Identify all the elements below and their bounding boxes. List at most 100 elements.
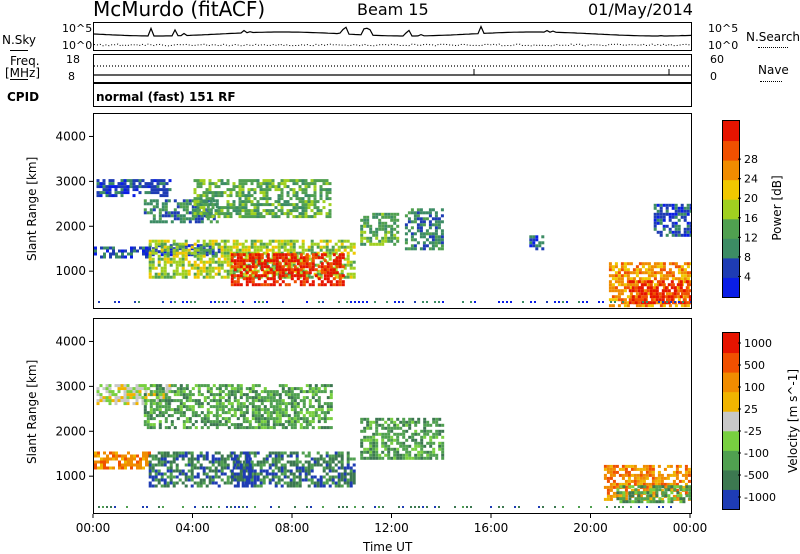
heat-cell — [136, 466, 139, 470]
heat-cell — [653, 221, 657, 225]
velocity-ylabel: Slant Range [km] — [25, 359, 39, 464]
heat-cell — [438, 447, 442, 451]
heat-cell — [313, 242, 317, 246]
heat-cell — [302, 405, 306, 409]
heat-cell — [644, 271, 648, 275]
heat-cell — [269, 396, 273, 400]
heat-cell — [253, 463, 257, 467]
heat-cell — [268, 472, 272, 476]
heat-cell — [387, 435, 391, 439]
heat-cell — [396, 423, 400, 427]
heat-cell — [158, 208, 162, 212]
heat-cell — [182, 420, 186, 424]
heat-cell — [148, 251, 152, 255]
heat-cell — [139, 463, 142, 467]
heat-cell — [271, 203, 275, 207]
heat-cell — [296, 259, 300, 263]
heat-cell — [352, 463, 356, 467]
heat-cell — [248, 423, 252, 427]
heat-cell — [179, 405, 183, 409]
heat-cell — [260, 256, 264, 260]
heat-cell — [247, 179, 251, 183]
heat-cell — [172, 251, 176, 255]
heat-cell — [292, 475, 296, 479]
heat-cell — [154, 266, 158, 270]
heat-cell — [404, 214, 408, 218]
heat-cell — [313, 215, 317, 219]
heat-cell — [236, 399, 240, 403]
heat-cell — [160, 451, 164, 455]
heat-cell — [634, 301, 638, 305]
heat-cell — [329, 396, 333, 400]
heat-cell — [126, 402, 130, 406]
heat-cell — [322, 469, 326, 473]
scatter-cell — [442, 301, 444, 303]
heat-cell — [304, 194, 308, 198]
heat-cell — [211, 239, 215, 243]
heat-cell — [146, 411, 150, 415]
heat-cell — [349, 469, 353, 473]
heat-cell — [316, 200, 320, 204]
colorbar-tick-label: 12 — [744, 231, 758, 244]
heat-cell — [287, 265, 291, 269]
heat-cell — [325, 472, 329, 476]
heat-cell — [606, 488, 610, 492]
heat-cell — [281, 274, 285, 278]
heat-cell — [369, 230, 373, 234]
heat-cell — [260, 414, 264, 418]
heat-cell — [215, 408, 219, 412]
heat-cell — [153, 191, 157, 195]
heat-cell — [102, 182, 106, 186]
heat-cell — [283, 475, 287, 479]
heat-cell — [103, 246, 106, 250]
velocity-region-1 — [143, 384, 333, 430]
heat-cell — [176, 417, 180, 421]
heat-cell — [649, 301, 653, 305]
heat-cell — [248, 396, 252, 400]
scatter-cell — [162, 301, 164, 303]
heat-cell — [656, 262, 660, 266]
heat-cell — [417, 417, 421, 421]
heat-cell — [199, 200, 203, 204]
heat-cell — [211, 275, 215, 279]
heat-cell — [214, 194, 218, 198]
heat-cell — [662, 277, 666, 281]
heat-cell — [205, 454, 209, 458]
heat-cell — [631, 491, 635, 495]
heat-cell — [233, 423, 237, 427]
heat-cell — [338, 259, 342, 263]
heat-cell — [366, 215, 370, 219]
heat-cell — [209, 399, 213, 403]
heat-cell — [346, 451, 350, 455]
heat-cell — [184, 484, 188, 488]
heat-cell — [307, 206, 311, 210]
heat-cell — [372, 432, 376, 436]
heat-cell — [289, 239, 293, 243]
heat-cell — [205, 272, 209, 276]
heat-cell — [217, 185, 221, 189]
heat-cell — [238, 179, 242, 183]
heat-cell — [337, 451, 341, 455]
heat-cell — [670, 298, 674, 302]
heat-cell — [313, 212, 317, 216]
heat-cell — [114, 396, 118, 400]
heat-cell — [410, 235, 414, 239]
heat-cell — [289, 481, 293, 485]
heat-cell — [247, 460, 251, 464]
heat-cell — [384, 426, 388, 430]
heat-cell — [366, 420, 370, 424]
scatter-cell — [226, 506, 228, 508]
heat-cell — [172, 275, 176, 279]
heat-cell — [307, 257, 311, 261]
heat-cell — [408, 420, 412, 424]
heat-cell — [173, 384, 177, 388]
heat-cell — [151, 253, 155, 257]
heat-cell — [435, 432, 439, 436]
heat-cell — [266, 423, 270, 427]
heat-cell — [414, 429, 418, 433]
heat-cell — [191, 393, 195, 397]
heat-cell — [151, 251, 155, 255]
heat-cell — [250, 466, 254, 470]
heat-cell — [320, 271, 324, 275]
scatter-cell — [682, 301, 684, 303]
